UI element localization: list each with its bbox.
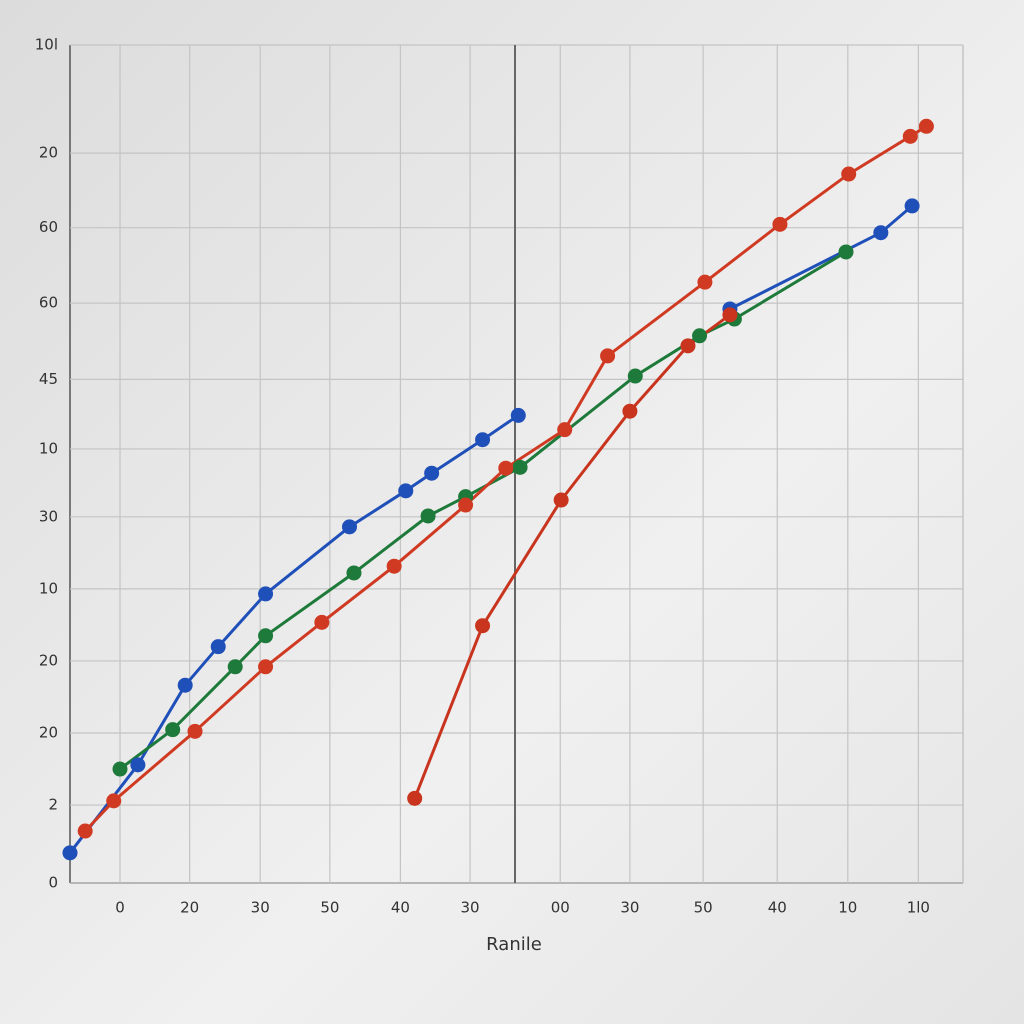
data-point xyxy=(424,465,440,481)
x-axis-title: Ranile xyxy=(486,934,542,955)
data-point xyxy=(841,166,857,182)
y-tick-label: 30 xyxy=(39,507,58,525)
x-tick-label: 10 xyxy=(838,899,857,917)
data-point xyxy=(510,407,526,423)
data-point xyxy=(258,659,274,675)
data-point xyxy=(258,586,274,602)
data-point xyxy=(475,618,491,634)
x-tick-label: 00 xyxy=(551,899,570,917)
data-point xyxy=(697,274,713,290)
y-tick-label: 10 xyxy=(39,579,58,597)
data-point xyxy=(177,677,193,693)
data-point xyxy=(187,723,203,739)
y-tick-label: 20 xyxy=(39,651,58,669)
x-tick-label: 30 xyxy=(620,899,639,917)
x-tick-label: 30 xyxy=(251,899,270,917)
data-point xyxy=(398,483,414,499)
data-point xyxy=(680,338,696,354)
data-point xyxy=(902,128,918,144)
data-point xyxy=(407,790,423,806)
data-point xyxy=(873,225,889,241)
data-point xyxy=(112,761,128,777)
data-point xyxy=(627,368,643,384)
data-point xyxy=(346,565,362,581)
y-tick-label: 20 xyxy=(39,723,58,741)
y-tick-label: 10l xyxy=(35,36,58,54)
data-point xyxy=(258,628,274,644)
data-point xyxy=(722,307,738,323)
x-tick-label: 40 xyxy=(391,899,410,917)
data-point xyxy=(553,492,569,508)
y-tick-label: 2 xyxy=(48,796,58,814)
data-point xyxy=(498,460,514,476)
data-point xyxy=(314,614,330,630)
x-tick-label: 20 xyxy=(180,899,199,917)
data-point xyxy=(904,198,920,214)
data-point xyxy=(458,497,474,513)
data-point xyxy=(838,244,854,260)
x-tick-label: 50 xyxy=(694,899,713,917)
data-point xyxy=(512,459,528,475)
data-point xyxy=(622,403,638,419)
data-point xyxy=(342,519,358,535)
data-point xyxy=(227,659,243,675)
x-tick-label: 50 xyxy=(320,899,339,917)
data-point xyxy=(106,793,122,809)
data-point xyxy=(420,508,436,524)
data-point xyxy=(165,722,181,738)
data-point xyxy=(130,757,146,773)
data-point xyxy=(600,348,616,364)
y-tick-label: 60 xyxy=(39,218,58,236)
y-tick-label: 10 xyxy=(39,439,58,457)
data-point xyxy=(475,432,491,448)
y-tick-label: 20 xyxy=(39,144,58,162)
x-tick-label: 40 xyxy=(768,899,787,917)
data-point xyxy=(692,328,708,344)
x-tick-label: 30 xyxy=(461,899,480,917)
data-point xyxy=(62,845,78,861)
data-point xyxy=(772,216,788,232)
data-point xyxy=(557,422,573,438)
data-point xyxy=(77,823,93,839)
x-tick-label: 0 xyxy=(115,899,125,917)
data-point xyxy=(210,639,226,655)
y-tick-label: 45 xyxy=(39,370,58,388)
data-point xyxy=(386,558,402,574)
y-tick-label: 60 xyxy=(39,294,58,312)
x-tick-label: 1l0 xyxy=(907,899,930,917)
data-point xyxy=(918,118,934,134)
y-tick-label: 0 xyxy=(48,874,58,892)
